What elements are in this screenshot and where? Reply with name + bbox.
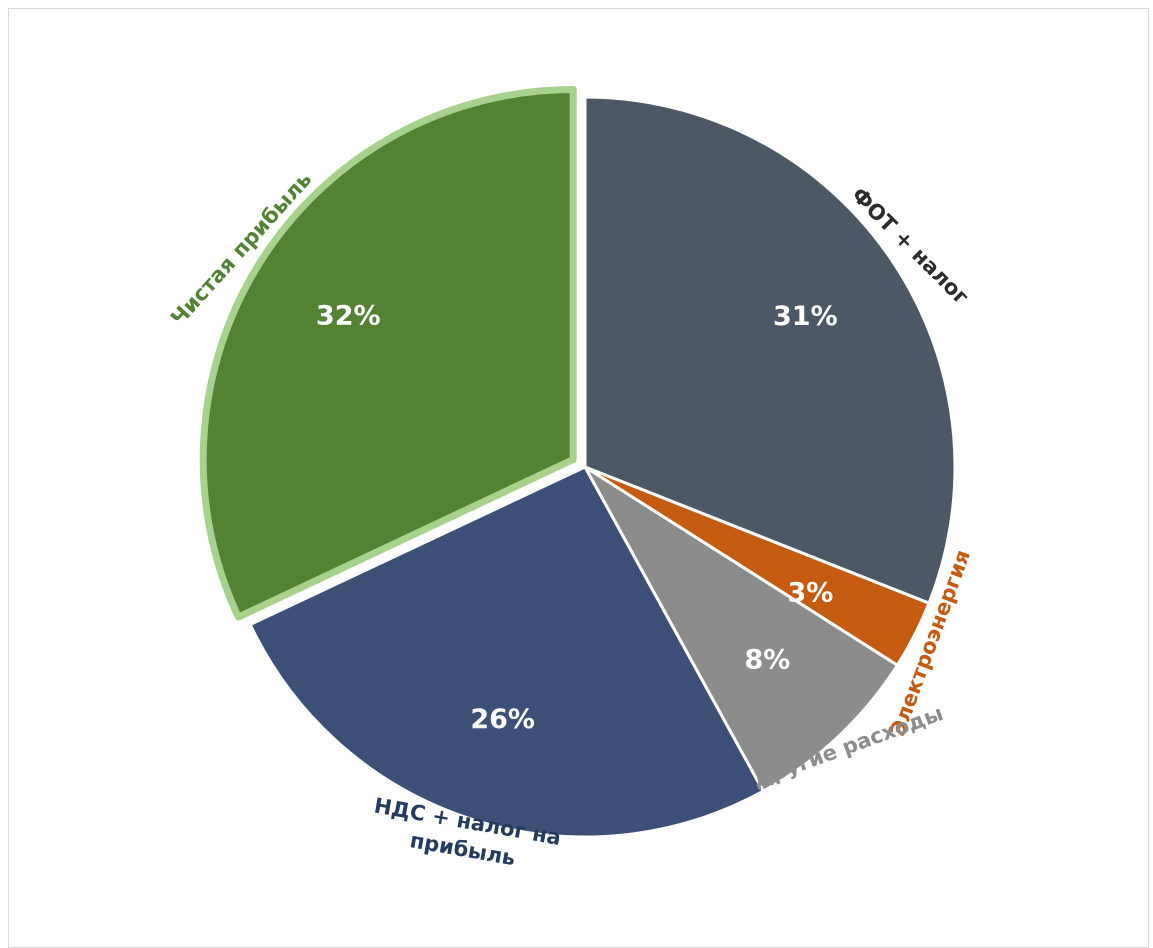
pie-slice-фот-налог — [583, 95, 957, 605]
pie-slice-чистая-прибыль — [199, 85, 577, 621]
pie-chart: 31%3%8%26%32% ФОТ + налогЭлектроэнергияД… — [166, 85, 975, 870]
pie-slices — [199, 85, 957, 839]
percent-labels: 31% 3% 8% 26% 32% — [316, 300, 838, 735]
pie-slice-ндс-налог-на-прибыль — [248, 465, 765, 839]
percent-label-ндс-налог-на-прибыль: 26% — [470, 704, 535, 735]
percent-label-другие-расходы: 8% — [744, 645, 790, 676]
percent-label-чистая-прибыль: 32% — [316, 300, 381, 331]
percent-label-фот-налог: 31% — [773, 301, 838, 332]
pie-slice-другие-расходы — [583, 465, 899, 793]
percent-label-электроэнергия: 3% — [787, 577, 833, 608]
